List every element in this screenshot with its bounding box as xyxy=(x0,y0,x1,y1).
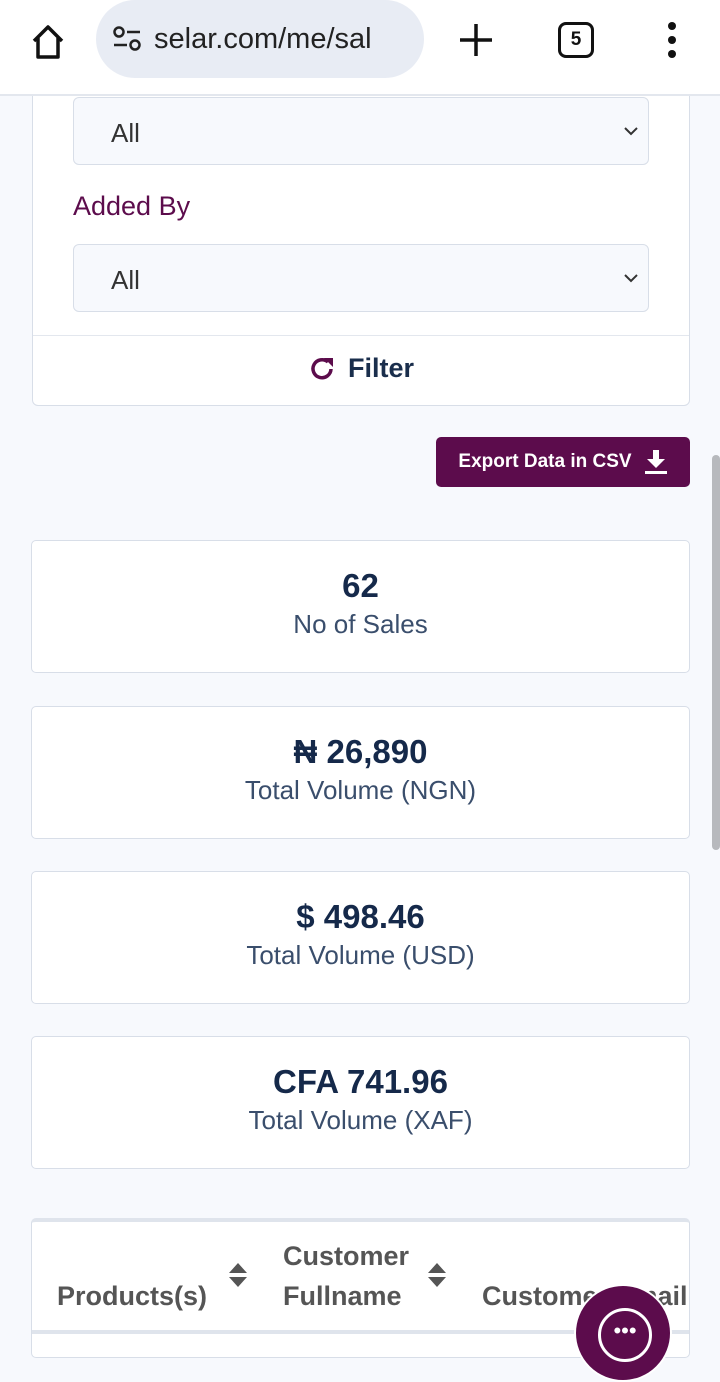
added-by-select[interactable]: All xyxy=(73,244,649,312)
tab-switcher-button[interactable]: 5 xyxy=(558,22,594,58)
select-value: All xyxy=(111,265,140,295)
column-header-fullname[interactable]: Customer Fullname xyxy=(283,1241,410,1311)
scrollbar[interactable] xyxy=(712,455,720,850)
sales-table: Products(s) Customer Fullname Customer E… xyxy=(31,1218,690,1358)
stat-value: CFA 741.96 xyxy=(273,1063,448,1100)
sort-icon[interactable] xyxy=(427,1262,447,1288)
home-icon[interactable] xyxy=(28,22,68,62)
browser-toolbar: selar.com/me/sal 5 xyxy=(0,0,720,96)
stat-label: Total Volume (USD) xyxy=(246,940,475,970)
stat-card-xaf: CFA 741.96 Total Volume (XAF) xyxy=(31,1036,690,1169)
divider xyxy=(32,1330,689,1334)
filter-select[interactable]: All xyxy=(73,97,649,165)
chat-icon: ••• xyxy=(598,1308,652,1362)
added-by-label: Added By xyxy=(73,191,191,221)
new-tab-icon[interactable] xyxy=(456,20,496,60)
address-bar[interactable]: selar.com/me/sal xyxy=(96,0,424,78)
filter-label: Filter xyxy=(347,353,414,383)
download-icon xyxy=(644,450,667,474)
chevron-down-icon xyxy=(624,274,638,283)
site-settings-icon[interactable] xyxy=(112,26,142,52)
stat-value: 62 xyxy=(342,567,379,604)
stat-card-usd: $ 498.46 Total Volume (USD) xyxy=(31,871,690,1004)
export-csv-button[interactable]: Export Data in CSV xyxy=(436,437,690,487)
chat-button[interactable]: ••• xyxy=(574,1284,672,1382)
chevron-down-icon xyxy=(624,127,638,136)
url-text: selar.com/me/sal xyxy=(154,22,372,55)
divider xyxy=(33,335,689,336)
column-header-products[interactable]: Products(s) xyxy=(57,1281,208,1311)
stat-label: Total Volume (NGN) xyxy=(244,775,477,805)
filter-button[interactable]: Filter xyxy=(33,353,689,384)
stat-value: $ 498.46 xyxy=(296,898,425,935)
stat-card-ngn: ₦ 26,890 Total Volume (NGN) xyxy=(31,706,690,839)
stat-value: ₦ 26,890 xyxy=(293,733,428,770)
more-menu-icon[interactable] xyxy=(664,22,680,58)
refresh-icon xyxy=(311,357,333,379)
stat-card-sales: 62 No of Sales xyxy=(31,540,690,673)
sort-icon[interactable] xyxy=(228,1262,248,1288)
export-label: Export Data in CSV xyxy=(458,451,632,472)
stat-label: Total Volume (XAF) xyxy=(248,1105,473,1135)
select-value: All xyxy=(111,118,140,148)
stat-label: No of Sales xyxy=(293,609,428,639)
